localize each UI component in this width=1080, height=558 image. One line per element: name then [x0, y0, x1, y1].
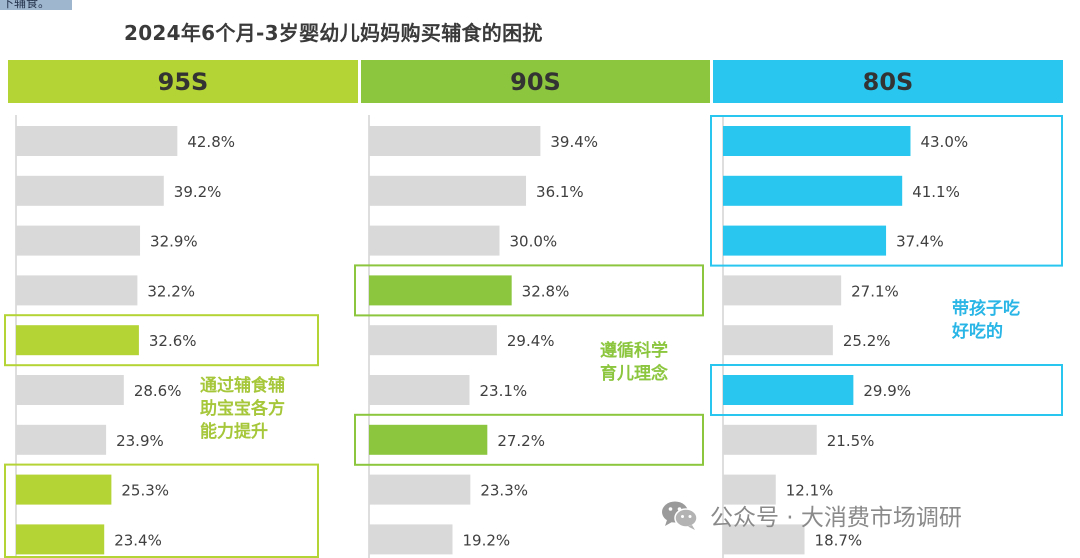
data-label-95S-6: 28.6%	[134, 382, 182, 400]
chart-title: 2024年6个月-3岁婴幼儿妈妈购买辅食的困扰	[124, 21, 543, 45]
data-label-90S-4: 32.8%	[522, 282, 570, 300]
data-label-80S-2: 41.1%	[912, 183, 960, 201]
bar-80S-4	[723, 275, 842, 306]
data-label-95S-5: 32.6%	[149, 332, 197, 350]
bar-80S-2	[723, 175, 903, 206]
data-label-95S-8: 25.3%	[121, 482, 169, 500]
panel-header-95s: 95S	[8, 60, 358, 103]
bar-95S-9	[16, 524, 105, 555]
data-label-95S-9: 23.4%	[114, 531, 162, 549]
data-label-95S-3: 32.9%	[150, 233, 198, 251]
bar-90S-9	[369, 524, 453, 555]
data-label-80S-4: 27.1%	[851, 282, 899, 300]
bar-95S-2	[16, 175, 164, 206]
data-label-90S-6: 23.1%	[479, 382, 527, 400]
bar-95S-3	[16, 225, 141, 256]
data-label-90S-5: 29.4%	[507, 332, 555, 350]
bar-80S-8	[723, 474, 776, 505]
data-label-90S-3: 30.0%	[510, 233, 558, 251]
data-label-80S-1: 43.0%	[920, 133, 968, 151]
bar-95S-7	[16, 424, 107, 455]
panel-header-80s: 80S	[713, 60, 1063, 103]
bar-90S-1	[369, 126, 541, 156]
data-label-90S-1: 39.4%	[550, 133, 598, 151]
data-label-95S-7: 23.9%	[116, 432, 164, 450]
bar-90S-4	[369, 275, 512, 306]
highlight-box-90S-3	[354, 264, 704, 317]
data-label-95S-4: 32.2%	[147, 282, 195, 300]
bar-90S-7	[369, 424, 488, 455]
bar-80S-6	[723, 375, 854, 405]
bar-80S-1	[723, 126, 911, 156]
bar-95S-6	[16, 375, 124, 405]
data-label-80S-6: 29.9%	[863, 382, 911, 400]
highlight-box-90S-4	[354, 413, 704, 466]
bar-80S-3	[723, 225, 887, 256]
annotation-80s: 带孩子吃 好吃的	[952, 299, 1020, 342]
bar-90S-3	[369, 225, 500, 256]
data-label-80S-3: 37.4%	[896, 233, 944, 251]
bar-95S-5	[16, 325, 139, 356]
data-label-80S-9: 18.7%	[815, 531, 863, 549]
data-label-80S-5: 25.2%	[843, 332, 891, 350]
data-label-90S-7: 27.2%	[497, 432, 545, 450]
bar-90S-5	[369, 325, 497, 356]
watermark-text: 公众号 · 大消费市场调研	[710, 505, 962, 531]
bar-95S-4	[16, 275, 138, 306]
data-label-90S-9: 19.2%	[463, 531, 511, 549]
data-label-95S-2: 39.2%	[174, 183, 222, 201]
bar-90S-8	[369, 474, 471, 505]
data-label-80S-7: 21.5%	[827, 432, 875, 450]
bar-80S-9	[723, 524, 805, 555]
annotation-90s: 遵循科学 育儿理念	[600, 341, 668, 384]
annotation-95s: 通过辅食辅 助宝宝各方 能力提升	[200, 376, 285, 442]
wechat-icon	[662, 501, 698, 530]
highlight-box-95S-2	[4, 463, 319, 558]
bar-95S-8	[16, 474, 112, 505]
bar-90S-2	[369, 175, 527, 206]
bar-90S-6	[369, 375, 470, 405]
highlight-box-95S-1	[4, 314, 319, 367]
data-label-95S-1: 42.8%	[187, 133, 235, 151]
watermark: 公众号 · 大消费市场调研	[660, 498, 962, 532]
data-label-90S-2: 36.1%	[536, 183, 584, 201]
highlight-box-80S-5	[710, 115, 1063, 267]
data-label-90S-8: 23.3%	[480, 482, 528, 500]
data-label-80S-8: 12.1%	[786, 482, 834, 500]
bar-80S-5	[723, 325, 833, 356]
highlight-box-80S-6	[710, 364, 1063, 416]
bar-80S-7	[723, 424, 817, 455]
corner-text-fragment: 下辅食。	[0, 0, 72, 10]
panel-header-90s: 90S	[361, 60, 710, 103]
bar-95S-1	[16, 126, 178, 156]
